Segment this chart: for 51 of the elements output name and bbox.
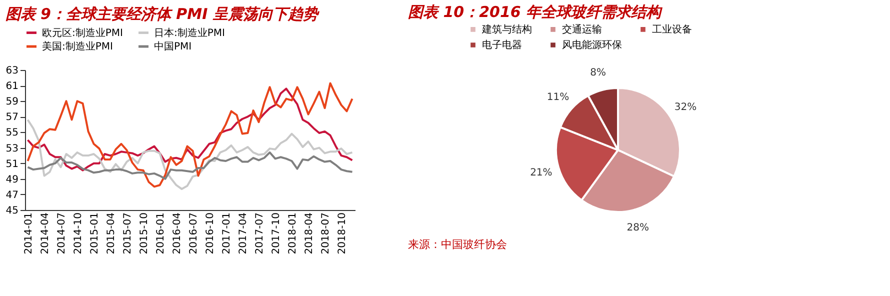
x-tick-label: 2017-07	[254, 212, 266, 254]
legend-label: 日本:制造业PMI	[154, 26, 225, 39]
x-tick-label: 2016-10	[204, 212, 216, 254]
data-label: 11%	[546, 92, 570, 104]
x-tick-label: 2018-04	[304, 212, 315, 254]
y-tick-label: 63	[6, 66, 18, 76]
line-series	[26, 82, 354, 188]
x-tick-label: 2015-01	[89, 212, 100, 254]
x-tick-label: 2014-01	[23, 212, 34, 254]
line-series	[26, 118, 354, 190]
y-tick-label: 49	[6, 174, 18, 186]
y-tick-label: 51	[6, 158, 18, 170]
x-tick-label: 2018-10	[336, 212, 348, 254]
legend-label: 建筑与结构	[481, 23, 532, 36]
y-tick-label: 55	[6, 128, 18, 139]
x-tick-label: 2017-04	[238, 212, 249, 254]
x-tick-label: 2018-07	[320, 212, 332, 254]
y-tick-label: 59	[6, 96, 18, 108]
x-tick-label: 2016-01	[155, 212, 166, 254]
source-note: 来源：中国玻纤协会	[408, 238, 507, 251]
x-tick-label: 2015-04	[106, 212, 117, 254]
x-tick-label: 2017-01	[221, 212, 232, 254]
legend-label: 美国:制造业PMI	[42, 40, 113, 52]
data-label: 21%	[530, 167, 552, 178]
legend-label: 欧元区:制造业PMI	[42, 26, 123, 39]
chart-title: 图表 9：全球主要经济体 PMI 呈震荡向下趋势	[5, 5, 320, 23]
data-label: 8%	[590, 68, 606, 79]
line-series	[26, 88, 354, 172]
y-tick-label: 47	[6, 190, 18, 201]
x-tick-label: 2014-10	[72, 212, 84, 254]
x-tick-label: 2018-01	[287, 212, 298, 254]
y-tick-label: 57	[6, 112, 18, 124]
x-tick-label: 2015-10	[138, 212, 150, 254]
x-tick-label: 2014-04	[40, 212, 51, 254]
x-tick-label: 2017-10	[270, 212, 282, 254]
data-label: 32%	[674, 102, 697, 114]
x-tick-label: 2014-07	[56, 212, 68, 254]
line-series	[26, 151, 354, 180]
data-label: 28%	[626, 222, 650, 234]
legend-label: 电子电器	[482, 39, 522, 51]
y-tick-label: 61	[6, 81, 18, 92]
chart-title: 图表 10：2016 年全球玻纤需求结构	[408, 3, 664, 21]
x-tick-label: 2016-07	[188, 212, 200, 254]
legend-label: 交通运输	[562, 23, 602, 36]
y-tick-label: 45	[6, 206, 18, 216]
y-tick-label: 53	[6, 143, 18, 154]
x-tick-label: 2016-04	[172, 212, 183, 254]
x-tick-label: 2015-07	[122, 212, 134, 254]
legend-label: 风电能源环保	[562, 39, 622, 51]
legend-label: 工业设备	[652, 23, 692, 36]
legend-label: 中国PMI	[154, 40, 192, 52]
